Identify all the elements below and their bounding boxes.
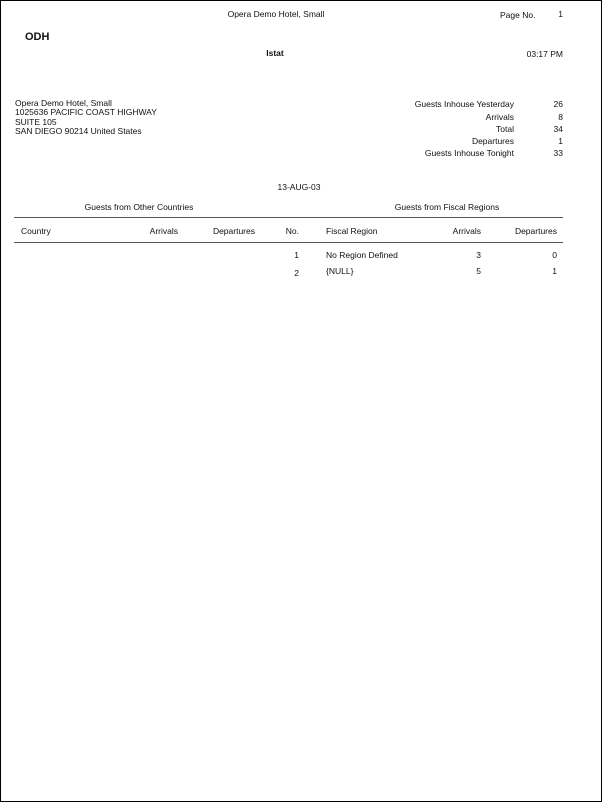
page-label: Page No. — [500, 10, 536, 20]
stat-label: Total — [496, 124, 514, 134]
column-header-arrivals: Arrivals — [149, 226, 178, 236]
column-header-fiscal-region: Fiscal Region — [326, 226, 378, 236]
stat-value: 26 — [553, 99, 563, 109]
stat-label: Guests Inhouse Tonight — [424, 148, 514, 158]
countries-section-title: Guests from Other Countries — [84, 202, 194, 212]
stat-value: 34 — [553, 124, 563, 134]
column-header-no: No. — [285, 226, 299, 236]
page-number: 1 — [558, 9, 563, 19]
report-date: 13-AUG-03 — [277, 182, 321, 192]
hotel-code: ODH — [25, 31, 50, 43]
address-line: SUITE 105 — [15, 117, 57, 127]
address-line: SAN DIEGO 90214 United States — [15, 126, 142, 136]
regions-section-title: Guests from Fiscal Regions — [394, 202, 500, 212]
row-region: {NULL} — [326, 266, 354, 276]
row-arrivals: 5 — [476, 266, 481, 276]
row-no: 1 — [294, 250, 299, 260]
divider — [14, 242, 563, 243]
hotel-name-header: Opera Demo Hotel, Small — [227, 9, 325, 19]
row-departures: 1 — [552, 266, 557, 276]
column-header-country: Country — [21, 226, 51, 236]
column-header-departures: Departures — [212, 226, 255, 236]
stat-value: 33 — [553, 148, 563, 158]
stat-value: 8 — [558, 112, 563, 122]
report-title: Istat — [266, 48, 284, 58]
column-header-region-arrivals: Arrivals — [452, 226, 481, 236]
report-time: 03:17 PM — [526, 49, 563, 59]
divider — [14, 217, 563, 218]
stat-value: 1 — [558, 136, 563, 146]
row-arrivals: 3 — [476, 250, 481, 260]
address-line: 1025636 PACIFIC COAST HIGHWAY — [15, 107, 157, 117]
stat-label: Guests Inhouse Yesterday — [414, 99, 514, 109]
stat-label: Departures — [471, 136, 514, 146]
row-no: 2 — [294, 268, 299, 278]
address-line: Opera Demo Hotel, Small — [15, 98, 112, 108]
row-departures: 0 — [552, 250, 557, 260]
stat-label: Arrivals — [485, 112, 514, 122]
column-header-region-departures: Departures — [514, 226, 557, 236]
row-region: No Region Defined — [326, 250, 398, 260]
